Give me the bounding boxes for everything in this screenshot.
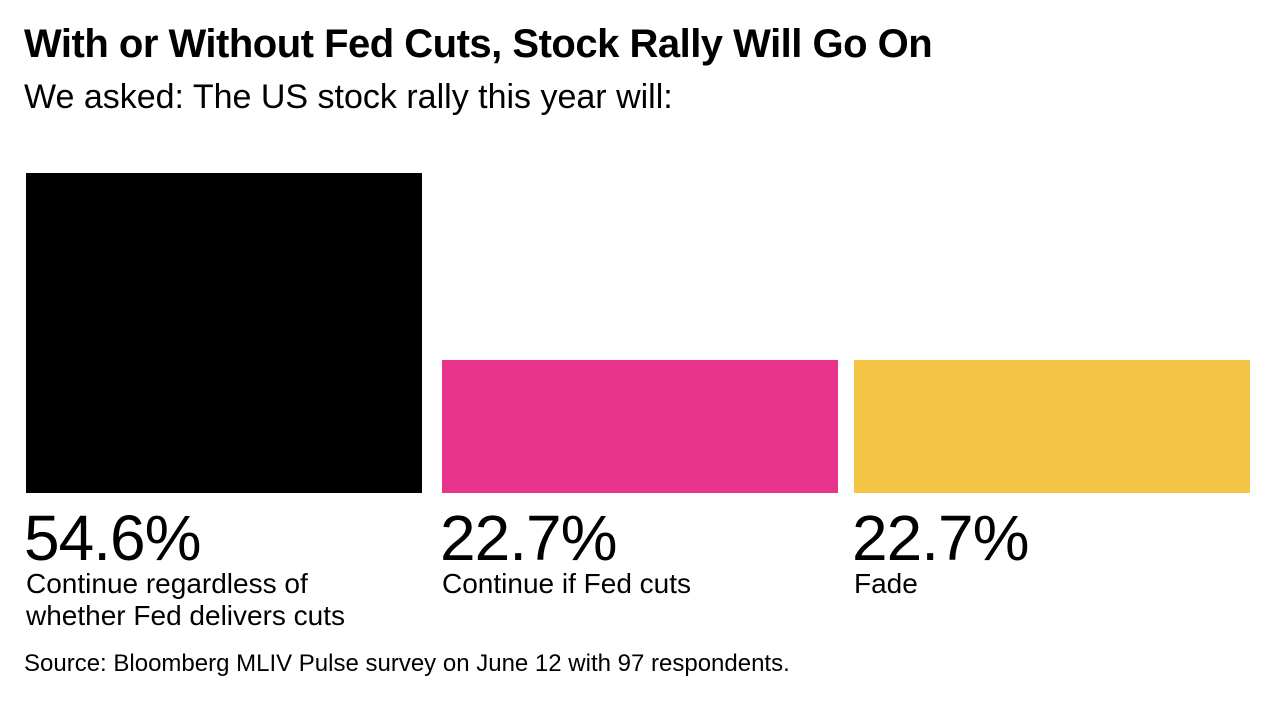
bar-0 bbox=[26, 173, 422, 493]
category-label-2: Fade bbox=[854, 568, 918, 599]
source-note: Source: Bloomberg MLIV Pulse survey on J… bbox=[24, 650, 790, 677]
page-title: With or Without Fed Cuts, Stock Rally Wi… bbox=[24, 22, 933, 66]
page-subtitle: We asked: The US stock rally this year w… bbox=[24, 78, 673, 116]
value-label-1: 22.7% bbox=[440, 502, 617, 574]
bar-2 bbox=[854, 359, 1250, 493]
category-label-1: Continue if Fed cuts bbox=[442, 568, 692, 599]
value-label-0: 54.6% bbox=[24, 502, 201, 574]
category-label-0: Continue regardless of whether Fed deliv… bbox=[26, 568, 346, 631]
value-label-2: 22.7% bbox=[852, 502, 1029, 574]
bar-1 bbox=[442, 359, 838, 493]
